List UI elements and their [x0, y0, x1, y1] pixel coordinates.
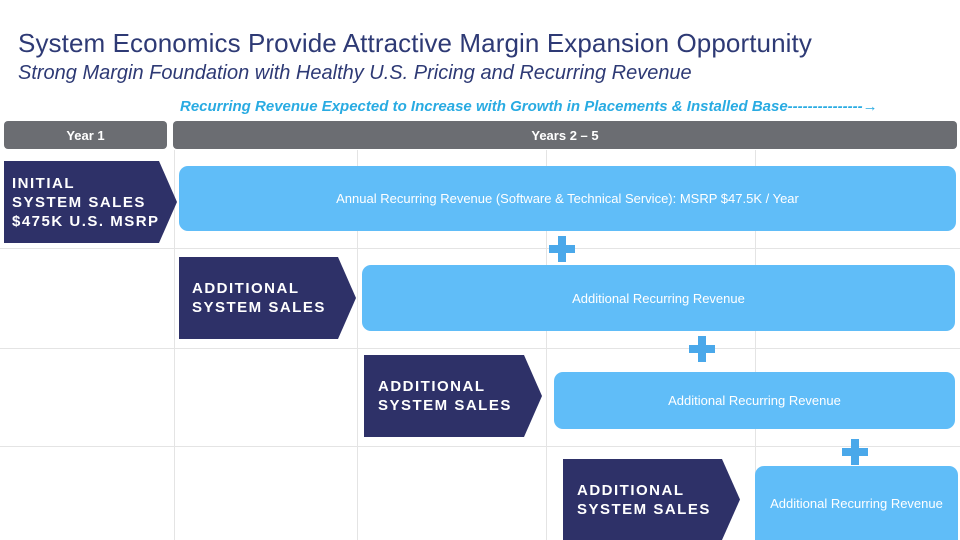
additional-system-sales-arrow: ADDITIONAL SYSTEM SALES: [364, 355, 542, 437]
header-year-1: Year 1: [4, 121, 167, 149]
grid-line-v: [357, 150, 358, 540]
initial-system-sales-arrow: INITIAL SYSTEM SALES $475K U.S. MSRP: [4, 161, 177, 243]
additional-system-sales-arrow: ADDITIONAL SYSTEM SALES: [179, 257, 356, 339]
plus-icon: [549, 236, 575, 262]
plus-icon: [689, 336, 715, 362]
additional-system-sales-arrow: ADDITIONAL SYSTEM SALES: [563, 459, 740, 540]
grid-line-v: [546, 150, 547, 540]
plus-icon: [842, 439, 868, 465]
header-years-2-5: Years 2 – 5: [173, 121, 957, 149]
additional-recurring-revenue-bar: Additional Recurring Revenue: [362, 265, 955, 331]
additional-recurring-revenue-bar: Additional Recurring Revenue: [554, 372, 955, 429]
grid-line-h: [0, 248, 960, 249]
page-title: System Economics Provide Attractive Marg…: [18, 28, 812, 58]
annual-recurring-revenue-bar: Annual Recurring Revenue (Software & Tec…: [179, 166, 956, 231]
grid-line-v: [174, 150, 175, 540]
recurring-revenue-banner: Recurring Revenue Expected to Increase w…: [180, 98, 878, 115]
grid-line-v: [755, 150, 756, 540]
additional-recurring-revenue-bar: Additional Recurring Revenue: [755, 466, 958, 540]
page-subtitle: Strong Margin Foundation with Healthy U.…: [18, 62, 692, 84]
grid-line-h: [0, 446, 960, 447]
grid-line-h: [0, 348, 960, 349]
